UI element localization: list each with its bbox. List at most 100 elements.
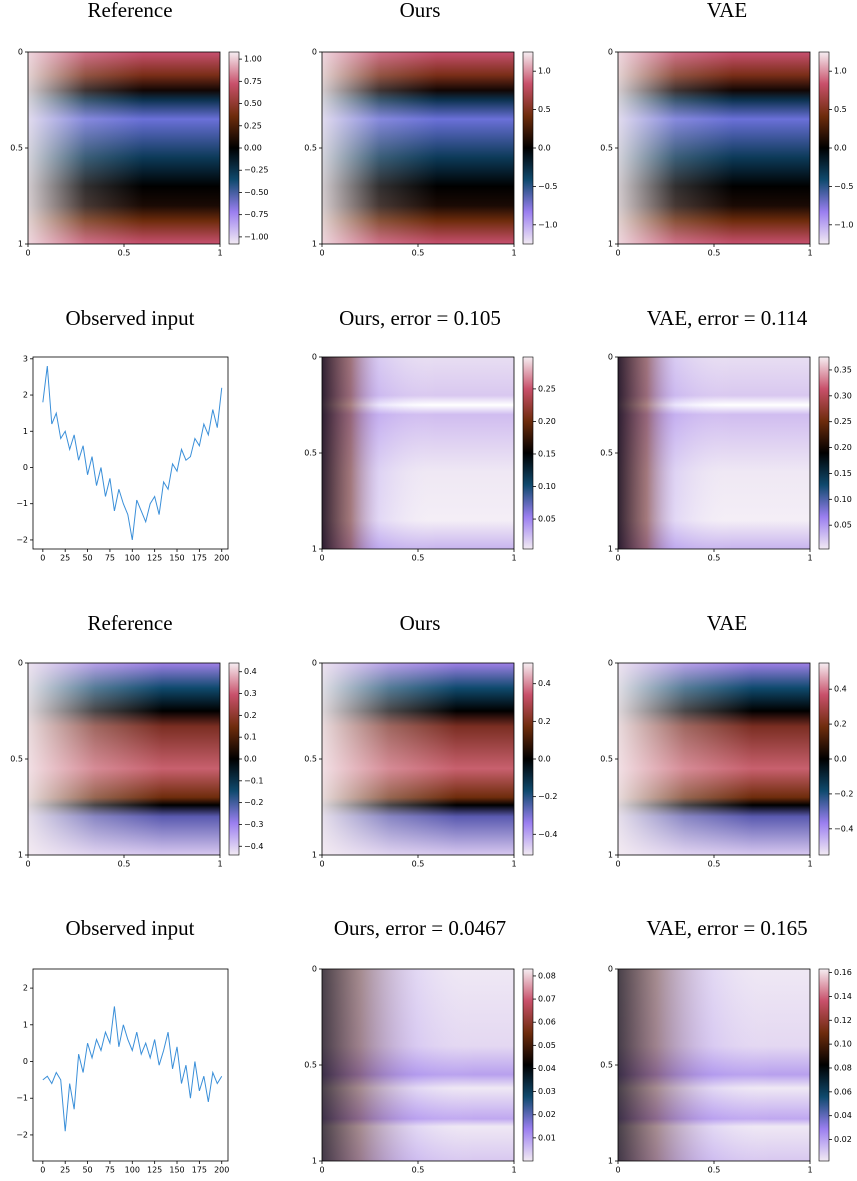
x-tick-label: 0 [615, 249, 620, 258]
colorbar [522, 51, 534, 245]
y-tick-label: 0 [312, 48, 317, 57]
x-tick-label: 1 [511, 554, 516, 563]
colorbar [228, 51, 240, 245]
colorbar-tick-label: 1.0 [834, 67, 847, 76]
x-tick-label: 25 [60, 554, 70, 563]
colorbar-tick-label: −0.4 [538, 830, 557, 839]
y-tick-label: 0.5 [304, 755, 317, 764]
colorbar-tick-label: 0.75 [244, 77, 262, 86]
colorbar-tick-label: 0.16 [834, 968, 852, 977]
chart-title: Observed input [66, 306, 195, 330]
chart-title: VAE, error = 0.165 [646, 916, 807, 940]
chart-title: Ours, error = 0.105 [339, 306, 501, 330]
colorbar [522, 356, 534, 550]
colorbar-tick-label: −1.0 [834, 220, 853, 229]
x-tick-label: 175 [192, 554, 207, 563]
x-tick-label: 0.5 [412, 554, 425, 563]
colorbar-tick-label: 0.5 [538, 105, 551, 114]
x-tick-label: 1 [807, 1166, 812, 1175]
y-tick-label: 0.5 [600, 449, 613, 458]
y-tick-label: 0.5 [10, 755, 23, 764]
x-tick-label: 75 [105, 554, 115, 563]
colorbar-tick-label: 0.07 [538, 995, 556, 1004]
y-tick-label: 1 [312, 545, 317, 554]
colorbar-tick-label: 0.06 [834, 1087, 852, 1096]
heatmap-shade [322, 969, 514, 1161]
colorbar-tick-label: 0.4 [538, 679, 551, 688]
colorbar-tick-label: 0.25 [834, 417, 852, 426]
x-tick-label: 1 [807, 860, 812, 869]
colorbar-tick-label: 0.0 [538, 755, 551, 764]
colorbar-tick-label: 0.10 [834, 495, 852, 504]
x-tick-label: 0.5 [708, 1166, 721, 1175]
data-line [42, 1006, 223, 1132]
colorbar-tick-label: −0.1 [244, 776, 263, 785]
x-tick-label: 0 [615, 1166, 620, 1175]
x-tick-label: 0.5 [118, 860, 131, 869]
x-tick-label: 0.5 [412, 249, 425, 258]
colorbar-tick-label: 0.2 [538, 717, 551, 726]
y-tick-label: −1 [16, 1094, 28, 1103]
colorbar-tick-label: 0.5 [834, 105, 847, 114]
colorbar-tick-label: 0.12 [834, 1016, 852, 1025]
x-tick-label: 0 [319, 554, 324, 563]
colorbar-tick-label: −0.3 [244, 820, 263, 829]
heatmap-shade [322, 663, 514, 855]
x-tick-label: 25 [60, 1166, 70, 1175]
colorbar-tick-label: −1.00 [244, 232, 269, 241]
y-tick-label: 0 [608, 48, 613, 57]
colorbar-tick-label: 1.00 [244, 55, 262, 64]
y-tick-label: 0 [18, 48, 23, 57]
x-tick-label: 0.5 [412, 860, 425, 869]
x-tick-label: 0 [40, 1166, 45, 1175]
y-tick-label: 1 [23, 1020, 28, 1029]
x-tick-label: 200 [214, 554, 229, 563]
colorbar-tick-label: −0.2 [538, 792, 557, 801]
x-tick-label: 200 [214, 1166, 229, 1175]
y-tick-label: 0.5 [304, 449, 317, 458]
x-tick-label: 150 [169, 554, 184, 563]
colorbar [818, 356, 830, 550]
y-tick-label: 1 [312, 851, 317, 860]
colorbar-tick-label: 0.04 [834, 1111, 852, 1120]
colorbar-tick-label: −0.4 [244, 842, 263, 851]
x-tick-label: 50 [82, 554, 92, 563]
y-tick-label: 1 [608, 240, 613, 249]
x-tick-label: 0 [615, 554, 620, 563]
x-tick-label: 75 [105, 1166, 115, 1175]
colorbar-tick-label: 0.08 [538, 971, 556, 980]
colorbar [522, 662, 534, 856]
colorbar-tick-label: 0.05 [834, 521, 852, 530]
heatmap-shade [28, 52, 220, 244]
colorbar-tick-label: 0.15 [834, 469, 852, 478]
heatmap-shade [28, 663, 220, 855]
colorbar-tick-label: −0.5 [538, 182, 557, 191]
x-tick-label: 175 [192, 1166, 207, 1175]
y-tick-label: 2 [23, 984, 28, 993]
y-tick-label: 0 [608, 965, 613, 974]
x-tick-label: 0 [319, 860, 324, 869]
y-tick-label: 0 [23, 463, 28, 472]
y-tick-label: 0 [312, 965, 317, 974]
colorbar-tick-label: 0.25 [244, 121, 262, 130]
x-tick-label: 150 [169, 1166, 184, 1175]
colorbar-tick-label: −1.0 [538, 220, 557, 229]
colorbar [818, 968, 830, 1162]
heatmap-shade [618, 663, 810, 855]
colorbar-tick-label: 0.08 [834, 1063, 852, 1072]
y-tick-label: 0 [23, 1057, 28, 1066]
colorbar-tick-label: 0.01 [538, 1133, 556, 1142]
colorbar-tick-label: −0.5 [834, 182, 853, 191]
colorbar-tick-label: 0.4 [834, 685, 847, 694]
y-tick-label: 0.5 [304, 144, 317, 153]
y-tick-label: −1 [16, 499, 28, 508]
x-tick-label: 50 [82, 1166, 92, 1175]
colorbar-tick-label: 0.10 [834, 1040, 852, 1049]
x-tick-label: 125 [147, 1166, 162, 1175]
colorbar-tick-label: 0.0 [834, 755, 847, 764]
x-tick-label: 100 [125, 1166, 140, 1175]
x-tick-label: 0 [25, 860, 30, 869]
data-line [42, 365, 223, 541]
y-tick-label: 0.5 [304, 1061, 317, 1070]
